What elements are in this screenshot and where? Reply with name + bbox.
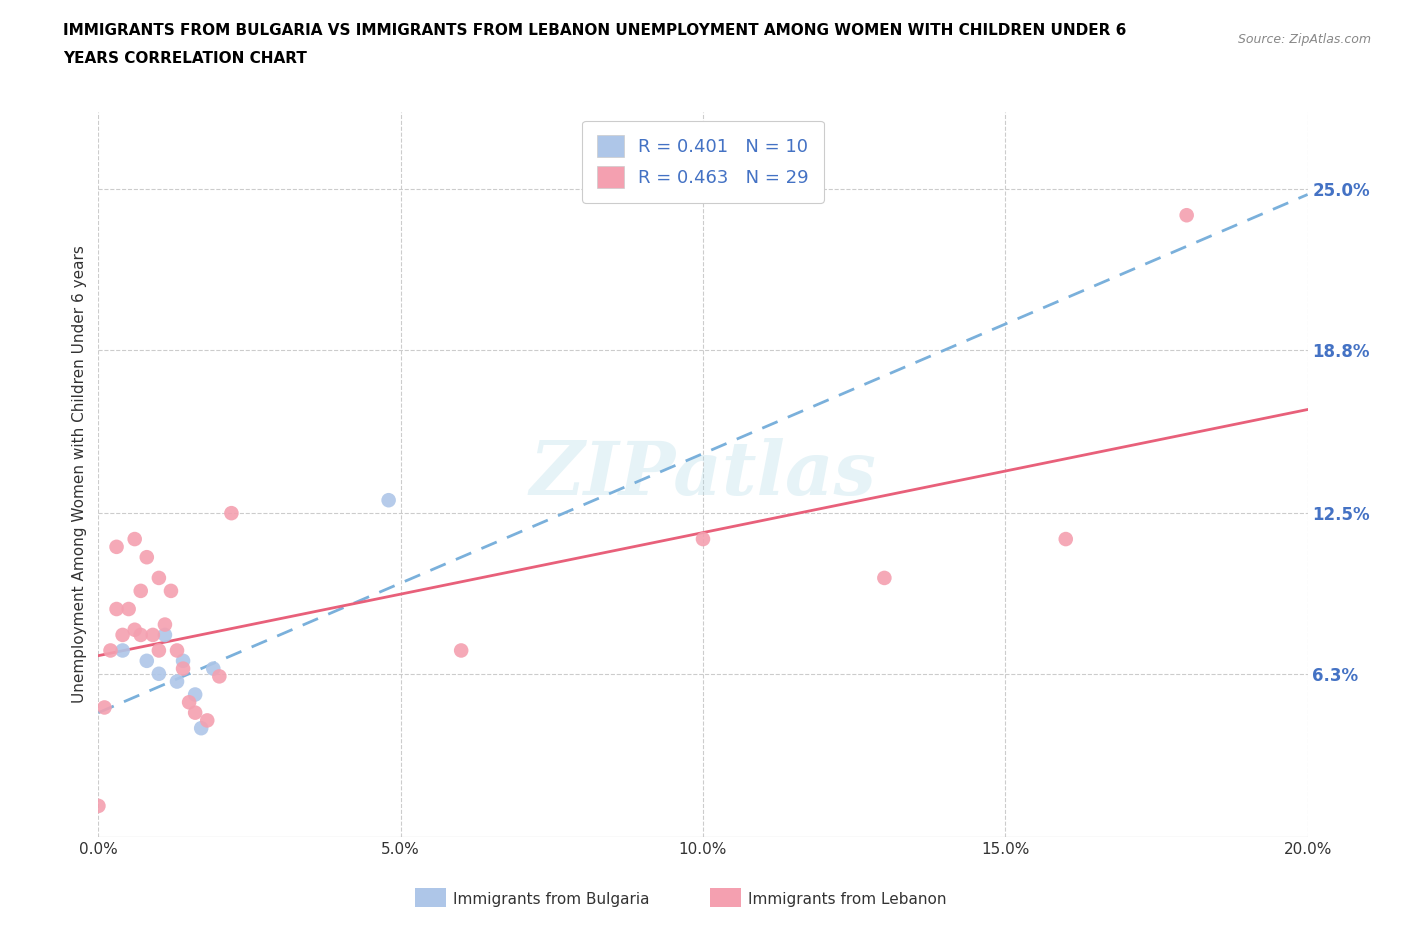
Point [153, 628, 176, 643]
Point [179, 695, 201, 710]
Point [160, 583, 183, 598]
Point [135, 550, 157, 565]
Point [129, 583, 152, 598]
Point [377, 493, 399, 508]
Text: Immigrants from Lebanon: Immigrants from Lebanon [748, 892, 946, 907]
Point [208, 669, 231, 684]
Point [111, 628, 134, 643]
Text: Source: ZipAtlas.com: Source: ZipAtlas.com [1237, 33, 1371, 46]
Point [87, 799, 110, 814]
Text: ZIPatlas: ZIPatlas [530, 438, 876, 511]
Legend: R = 0.401   N = 10, R = 0.463   N = 29: R = 0.401 N = 10, R = 0.463 N = 29 [582, 121, 824, 203]
Point [118, 602, 141, 617]
Point [148, 570, 170, 585]
Point [195, 713, 218, 728]
Point [450, 643, 472, 658]
Point [148, 643, 170, 658]
Point [93, 700, 115, 715]
Text: IMMIGRANTS FROM BULGARIA VS IMMIGRANTS FROM LEBANON UNEMPLOYMENT AMONG WOMEN WIT: IMMIGRANTS FROM BULGARIA VS IMMIGRANTS F… [63, 23, 1126, 38]
Point [153, 618, 176, 632]
Point [166, 674, 188, 689]
Point [135, 654, 157, 669]
Point [129, 628, 152, 643]
Point [1054, 532, 1077, 547]
Point [190, 721, 212, 736]
Point [105, 539, 128, 554]
Point [172, 654, 194, 669]
Text: YEARS CORRELATION CHART: YEARS CORRELATION CHART [63, 51, 307, 66]
Point [1175, 207, 1198, 222]
Point [221, 506, 243, 521]
Point [873, 570, 896, 585]
Point [124, 622, 146, 637]
Point [100, 643, 122, 658]
Point [692, 532, 714, 547]
Point [172, 661, 194, 676]
Point [202, 661, 225, 676]
Point [111, 643, 134, 658]
Point [166, 643, 188, 658]
Point [105, 602, 128, 617]
Point [142, 628, 165, 643]
Point [184, 705, 207, 720]
Point [124, 532, 146, 547]
Point [184, 687, 207, 702]
Y-axis label: Unemployment Among Women with Children Under 6 years: Unemployment Among Women with Children U… [72, 246, 87, 703]
Text: Immigrants from Bulgaria: Immigrants from Bulgaria [453, 892, 650, 907]
Point [148, 667, 170, 682]
